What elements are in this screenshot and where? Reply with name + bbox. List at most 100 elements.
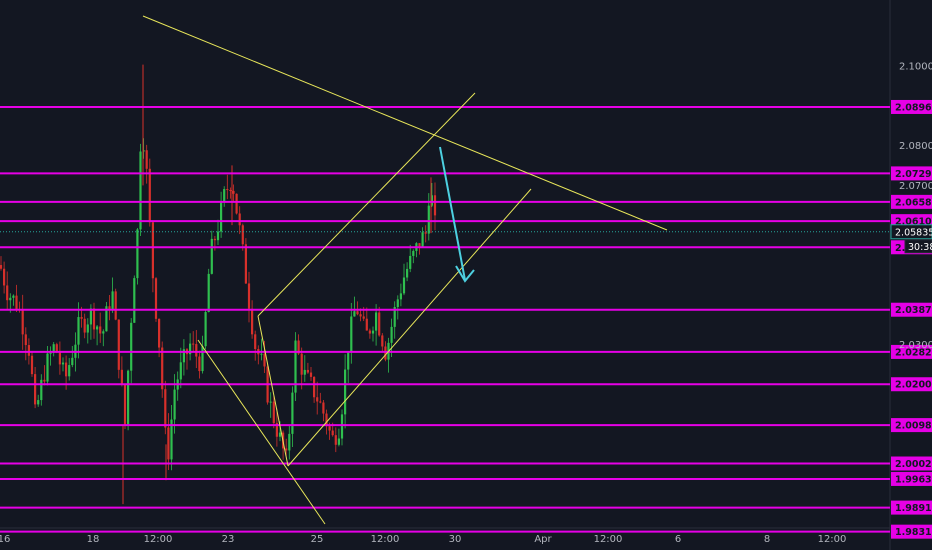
level-label-text: 2.08966: [895, 102, 932, 113]
candle: [142, 138, 145, 159]
candle: [182, 339, 185, 376]
candle: [170, 405, 173, 471]
candle: [127, 369, 130, 431]
level-price-label: 2.06585: [891, 194, 932, 209]
candle: [207, 268, 210, 313]
candle: [396, 295, 399, 320]
candle: [393, 301, 396, 339]
candle: [145, 144, 148, 184]
candles-layer: [0, 64, 437, 505]
falling-wedge-upper-line[interactable]: [197, 339, 326, 525]
candle: [309, 367, 313, 381]
candle: [201, 335, 204, 374]
candle: [167, 413, 170, 470]
x-tick-label: 12:00: [371, 534, 400, 545]
candle: [77, 302, 80, 359]
candle: [189, 333, 192, 361]
x-tick-label: 12:00: [818, 534, 847, 545]
x-tick-label: 18: [87, 534, 100, 545]
candle: [133, 275, 136, 323]
level-price-label: 2.07299: [891, 166, 932, 181]
candle: [319, 392, 322, 404]
candle: [300, 347, 303, 390]
candle: [68, 358, 71, 381]
candle: [288, 424, 291, 460]
candle: [347, 351, 350, 383]
level-label-text: 2.00020: [895, 459, 932, 470]
candle: [108, 294, 111, 321]
candle: [433, 182, 437, 231]
candle: [210, 230, 213, 275]
level-price-label: 2.03879: [891, 302, 932, 317]
candle: [37, 394, 40, 407]
candle: [179, 347, 182, 389]
level-price-label: 2.08966: [891, 99, 932, 114]
candle: [136, 228, 139, 285]
candle: [412, 249, 415, 264]
candle: [154, 277, 158, 322]
candle: [105, 302, 108, 332]
candle: [114, 288, 117, 321]
level-label-text: 1.99633: [895, 474, 932, 485]
candle: [418, 243, 421, 255]
horizontal-levels-layer: [0, 105, 890, 533]
candle: [356, 301, 359, 316]
x-tick-label: Apr: [534, 534, 552, 545]
candle: [424, 225, 427, 243]
candle: [375, 304, 378, 346]
candle: [71, 345, 74, 368]
candle: [368, 328, 371, 339]
level-label-text: 2.06585: [895, 197, 932, 208]
candle: [52, 342, 55, 357]
level-price-label: 2.02009: [891, 377, 932, 392]
candle: [406, 262, 409, 282]
channel-lower-line[interactable]: [287, 188, 532, 467]
candle: [260, 338, 263, 361]
candle: [204, 309, 207, 350]
descending-resistance-trendline[interactable]: [142, 15, 668, 231]
candle: [123, 383, 127, 430]
candle: [58, 341, 61, 375]
candle: [83, 313, 86, 339]
y-tick-label: 2.08000: [899, 141, 932, 152]
level-label-text: 2.07299: [895, 169, 932, 180]
candle: [111, 277, 114, 313]
candle: [102, 329, 105, 347]
channel-upper-line[interactable]: [257, 92, 476, 317]
candle: [117, 319, 120, 379]
x-tick-label: 23: [222, 534, 235, 545]
channel-top-connector[interactable]: [257, 315, 289, 467]
candle: [421, 227, 424, 248]
candle: [241, 223, 244, 251]
candle: [337, 428, 340, 447]
projection-arrow-head: [455, 265, 475, 283]
candle: [30, 351, 34, 377]
candle: [158, 318, 161, 358]
y-tick-label: 2.03000: [899, 340, 932, 351]
level-label-text: 2.03879: [895, 305, 932, 316]
candle: [6, 271, 9, 310]
candle: [86, 318, 89, 344]
candle: [24, 327, 27, 361]
candle: [216, 219, 220, 246]
x-tick-label: 6: [675, 534, 681, 545]
candle: [378, 306, 381, 337]
projection-arrow-shaft[interactable]: [439, 146, 466, 281]
y-tick-label: 2.07000: [899, 181, 932, 192]
candle: [316, 381, 319, 415]
candle: [306, 362, 309, 374]
x-tick-label: 8: [764, 534, 770, 545]
candle: [151, 221, 154, 293]
candle: [198, 350, 201, 379]
x-tick-label: 12:00: [144, 534, 173, 545]
x-tick-label: 16: [0, 534, 10, 545]
candle: [229, 187, 232, 199]
x-tick-label: 25: [311, 534, 324, 545]
candle: [390, 318, 393, 358]
price-axis-labels: 2.089662.072992.065852.061012.054462.038…: [890, 61, 932, 539]
level-price-label: 2.00984: [891, 418, 932, 433]
candle: [365, 307, 368, 331]
candle: [130, 318, 133, 384]
